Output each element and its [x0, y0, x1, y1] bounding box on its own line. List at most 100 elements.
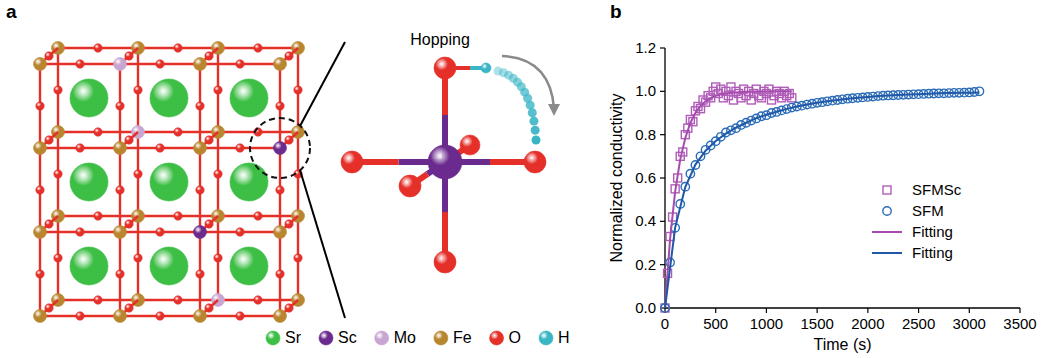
oxygen-atom: [174, 296, 182, 304]
y-tick: [660, 264, 665, 265]
oxygen-atom: [214, 170, 222, 178]
legend-marker: [319, 331, 333, 345]
y-tick-label: 1.2: [635, 39, 656, 56]
hopping-arrow: [502, 56, 554, 108]
oxygen-atom: [341, 151, 363, 173]
legend-line: [872, 252, 902, 254]
oxygen-atom: [214, 86, 222, 94]
oxygen-atom: [236, 60, 244, 68]
oxygen-atom: [214, 254, 222, 262]
highlight-circle: [250, 118, 310, 178]
oxygen-atom: [54, 170, 62, 178]
b-site-atom: [114, 310, 127, 323]
legend-label: SFM: [912, 202, 944, 219]
oxygen-atom: [125, 52, 133, 60]
chart: 05001000150020002500300035000.00.20.40.6…: [608, 39, 1037, 353]
x-tick-label: 3000: [953, 315, 986, 332]
oxygen-atom: [205, 304, 213, 312]
hopping-trail: [528, 108, 537, 117]
oxygen-atom: [116, 102, 124, 110]
oxygen-atom: [76, 312, 84, 320]
oxygen-atom: [94, 44, 102, 52]
b-site-atom: [194, 58, 207, 71]
legend-marker: [883, 186, 891, 194]
b-site-atom: [194, 310, 207, 323]
y-tick-label: 0.2: [635, 256, 656, 273]
y-tick: [660, 221, 665, 222]
hydrogen-atom: [481, 63, 491, 73]
oxygen-atom: [205, 220, 213, 228]
oxygen-atom: [116, 186, 124, 194]
oxygen-atom: [134, 254, 142, 262]
oxygen-atom: [294, 86, 302, 94]
legend-label: Mo: [394, 329, 416, 346]
chart-legend: SFMScSFMFittingFitting: [872, 181, 962, 261]
oxygen-atom: [36, 270, 44, 278]
b-site-atom: [274, 226, 287, 239]
oxygen-atom: [36, 102, 44, 110]
zoom-line: [300, 42, 345, 126]
figure: abHoppingSrScMoFeOH050010001500200025003…: [0, 0, 1043, 358]
octahedron-zoom: Hopping: [341, 31, 560, 273]
oxygen-atom: [174, 44, 182, 52]
legend-marker: [539, 331, 553, 345]
oxygen-atom: [205, 52, 213, 60]
oxygen-atom: [236, 312, 244, 320]
oxygen-atom: [285, 52, 293, 60]
b-site-atom: [34, 226, 47, 239]
panel-label: a: [6, 1, 17, 22]
b-site-atom: [114, 142, 127, 155]
data-point: [717, 85, 725, 93]
y-tick: [660, 134, 665, 135]
fit-line: [665, 91, 792, 308]
oxygen-atom: [125, 136, 133, 144]
y-tick-label: 1.0: [635, 82, 656, 99]
oxygen-atom: [156, 60, 164, 68]
x-tick-label: 1500: [800, 315, 833, 332]
hopping-trail: [526, 101, 535, 110]
oxygen-atom: [156, 144, 164, 152]
b-site-atom: [114, 58, 127, 71]
legend-marker: [266, 331, 280, 345]
b-site-atom: [274, 310, 287, 323]
legend-marker: [375, 331, 389, 345]
oxygen-atom: [156, 312, 164, 320]
legend-label: SFMSc: [912, 181, 962, 198]
oxygen-atom: [174, 212, 182, 220]
hopping-trail: [532, 136, 541, 145]
oxygen-atom: [134, 86, 142, 94]
oxygen-atom: [276, 186, 284, 194]
y-tick: [660, 177, 665, 178]
strontium-atom: [230, 163, 268, 201]
b-site-atom: [274, 142, 287, 155]
scandium-atom: [428, 145, 462, 179]
oxygen-atom: [76, 144, 84, 152]
oxygen-atom: [285, 304, 293, 312]
data-point: [788, 94, 796, 102]
oxygen-atom: [434, 251, 456, 273]
oxygen-atom: [125, 304, 133, 312]
b-site-atom: [34, 58, 47, 71]
zoom-line: [300, 170, 345, 318]
oxygen-atom: [294, 254, 302, 262]
b-site-atom: [194, 226, 207, 239]
legend-marker: [434, 331, 448, 345]
oxygen-atom: [36, 186, 44, 194]
data-point: [737, 94, 745, 102]
x-tick: [969, 308, 970, 313]
b-site-atom: [114, 226, 127, 239]
oxygen-atom: [236, 228, 244, 236]
oxygen-atom: [54, 86, 62, 94]
y-tick-label: 0.0: [635, 299, 656, 316]
x-tick: [817, 308, 818, 313]
legend-label: O: [509, 329, 521, 346]
oxygen-atom: [54, 254, 62, 262]
plot-area: [661, 83, 984, 312]
hopping-trail: [531, 126, 540, 135]
oxygen-atom: [205, 136, 213, 144]
oxygen-atom: [134, 170, 142, 178]
legend-marker: [490, 331, 504, 345]
b-site-atom: [194, 142, 207, 155]
data-point: [783, 92, 791, 100]
x-axis-title: Time (s): [813, 336, 871, 353]
